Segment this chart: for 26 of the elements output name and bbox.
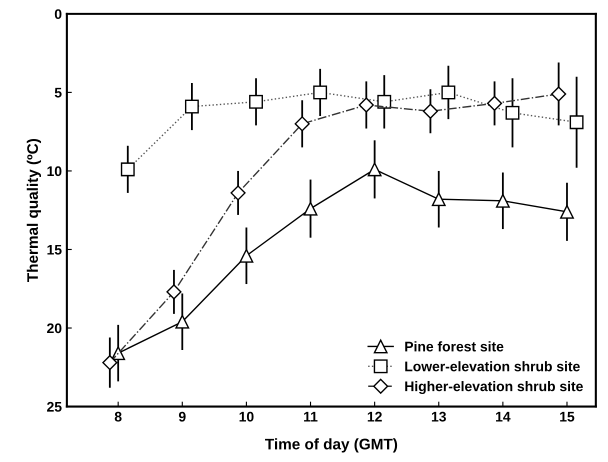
x-tick-label: 14 [496,412,511,422]
y-tick-label: 0 [54,9,62,20]
y-axis-title: Thermal quality (ºC) [26,138,42,282]
point [560,204,574,219]
x-axis-title: Time of day (GMT) [265,438,398,452]
y-tick-label: 10 [47,166,62,176]
x-tick-label: 10 [240,412,254,422]
point [304,202,318,216]
legend-label: Pine forest site [405,341,504,352]
point [368,162,382,176]
point [239,248,254,263]
y-tick-label: 15 [47,244,62,255]
x-tick-label: 8 [114,412,122,422]
y-tick-label: 25 [47,402,62,412]
y-tick-label: 5 [54,88,62,98]
x-tick-label: 11 [304,412,318,422]
x-tick-label: 9 [178,412,186,422]
x-tick-label: 15 [560,412,574,422]
y-tick-label: 20 [47,323,62,334]
point [175,314,190,329]
legend-label: Higher-elevation shrub site [405,381,583,394]
legend-label: Lower-elevation shrub site [405,361,580,372]
x-tick-label: 13 [432,412,446,422]
point [496,194,510,208]
x-tick-label: 12 [368,412,382,422]
point [432,192,446,206]
